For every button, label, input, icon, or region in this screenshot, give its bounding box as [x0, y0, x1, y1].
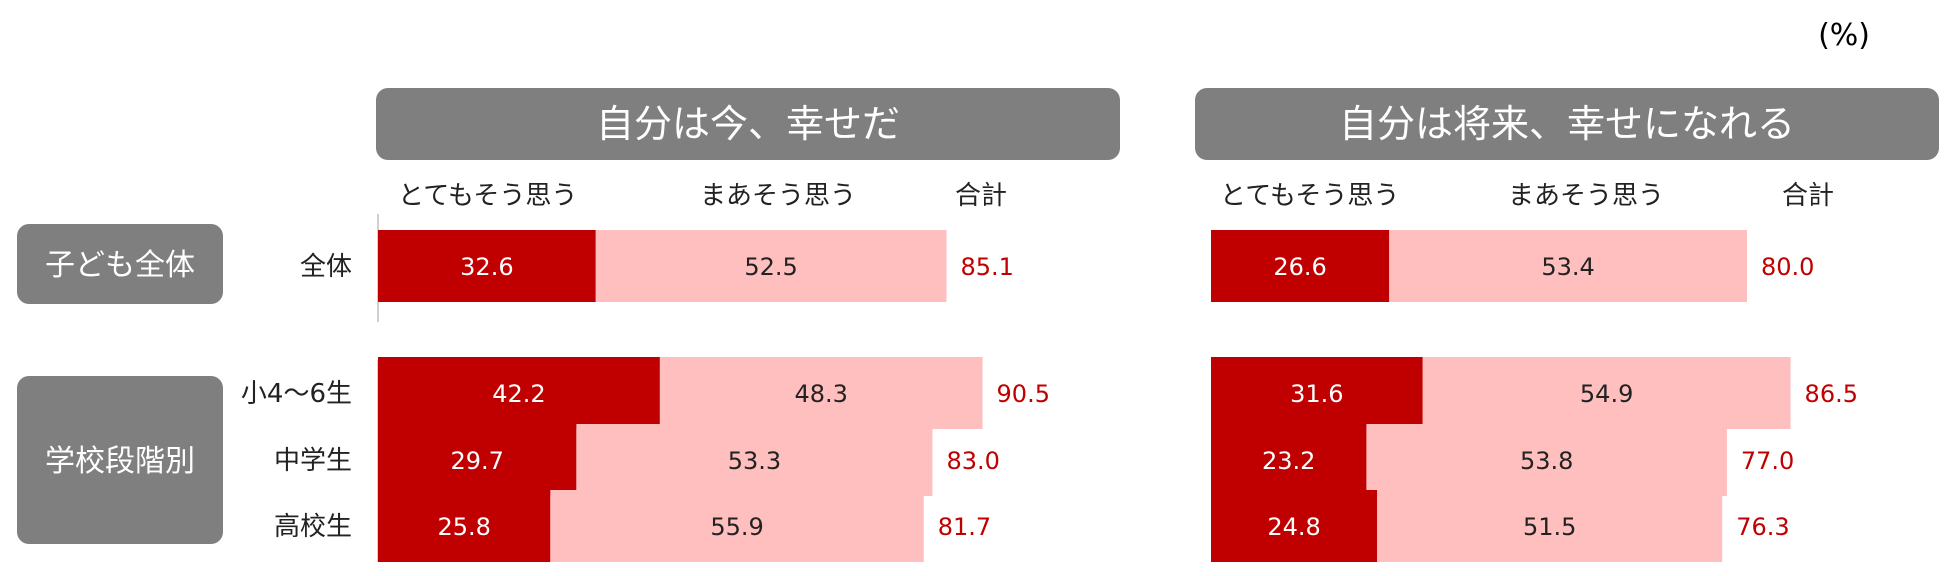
bar-segment: [378, 357, 660, 429]
total-label: 77.0: [1741, 447, 1794, 475]
group-label: 子ども全体: [45, 248, 195, 283]
legend-label: まあそう思う: [1508, 181, 1664, 211]
data-label: 42.2: [492, 380, 545, 408]
total-label: 81.7: [938, 513, 991, 541]
panel-title: 自分は将来、幸せになれる: [1339, 102, 1795, 146]
row-label: 中学生: [274, 446, 352, 476]
bar-segment: [576, 424, 933, 496]
legend-label: とてもそう思う: [1220, 181, 1399, 211]
bar-segment: [659, 357, 983, 429]
group-label: 学校段階別: [45, 444, 195, 479]
data-label: 52.5: [744, 253, 797, 281]
total-label: 80.0: [1761, 253, 1814, 281]
total-header: 合計: [1782, 181, 1834, 211]
bar-segment: [378, 424, 577, 496]
group-box: [17, 376, 223, 544]
unit-label: (%): [1818, 18, 1870, 53]
data-label: 29.7: [450, 447, 503, 475]
data-label: 51.5: [1523, 513, 1576, 541]
bar-segment: [378, 230, 596, 302]
panel-title-box: [1195, 88, 1939, 160]
panel-title-box: [376, 88, 1120, 160]
total-label: 90.5: [997, 380, 1050, 408]
data-label: 31.6: [1290, 380, 1343, 408]
total-label: 83.0: [946, 447, 999, 475]
data-label: 32.6: [460, 253, 513, 281]
total-label: 85.1: [960, 253, 1013, 281]
row-label: 全体: [300, 252, 352, 282]
data-label: 54.9: [1580, 380, 1633, 408]
bar-segment: [1366, 424, 1727, 496]
total-label: 76.3: [1736, 513, 1789, 541]
bar-segment: [1211, 357, 1423, 429]
total-header: 合計: [955, 181, 1007, 211]
bar-segment: [595, 230, 947, 302]
data-label: 23.2: [1262, 447, 1315, 475]
bar-segment: [1389, 230, 1747, 302]
row-label: 高校生: [274, 512, 352, 542]
data-label: 53.8: [1520, 447, 1573, 475]
data-label: 53.3: [728, 447, 781, 475]
total-label: 86.5: [1805, 380, 1858, 408]
data-label: 55.9: [710, 513, 763, 541]
data-label: 53.4: [1541, 253, 1594, 281]
data-label: 48.3: [794, 380, 847, 408]
bar-segment: [550, 490, 924, 562]
data-label: 26.6: [1273, 253, 1326, 281]
data-label: 25.8: [437, 513, 490, 541]
data-label: 24.8: [1267, 513, 1320, 541]
bar-segment: [378, 490, 551, 562]
bar-segment: [1211, 490, 1378, 562]
bar-segment: [1377, 490, 1723, 562]
group-box: [17, 224, 223, 304]
bar-segment: [1211, 424, 1367, 496]
bar-segment: [1422, 357, 1791, 429]
panel-title: 自分は今、幸せだ: [596, 102, 900, 146]
legend-label: とてもそう思う: [398, 181, 577, 211]
legend-label: まあそう思う: [700, 181, 856, 211]
bar-segment: [1211, 230, 1390, 302]
row-label: 小4〜6生: [241, 379, 352, 409]
